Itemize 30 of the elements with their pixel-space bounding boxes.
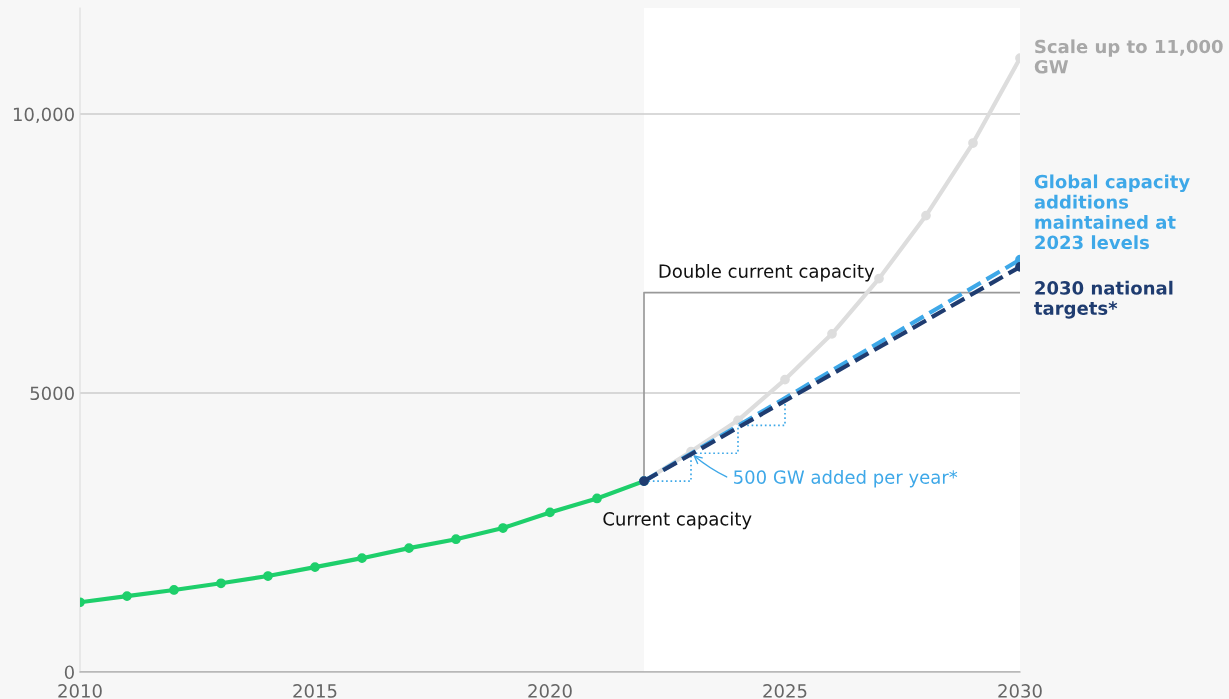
x-tick-label: 2015 bbox=[293, 684, 337, 698]
y-tick-label: 5000 bbox=[30, 386, 74, 401]
point bbox=[592, 493, 602, 504]
annotation: Double current capacity bbox=[659, 263, 875, 282]
point bbox=[122, 591, 132, 601]
point bbox=[216, 578, 226, 589]
x-tick-label: 2030 bbox=[998, 684, 1042, 698]
annotation: 500 GW added per year* bbox=[734, 469, 958, 488]
y-tick-label: 10,000 bbox=[13, 107, 74, 123]
series-label: 2030 national targets* bbox=[1034, 280, 1173, 319]
point bbox=[921, 210, 931, 221]
point bbox=[357, 553, 367, 564]
series-label: Global capacity additions maintained at 2023 levels bbox=[1034, 174, 1190, 250]
x-tick-label: 2010 bbox=[58, 684, 102, 698]
point bbox=[451, 534, 461, 545]
point bbox=[169, 585, 179, 595]
point bbox=[310, 562, 320, 572]
point bbox=[263, 571, 273, 581]
point bbox=[968, 138, 978, 148]
y-tick-label: 0 bbox=[64, 665, 74, 680]
point bbox=[404, 543, 414, 553]
point bbox=[545, 507, 555, 518]
point bbox=[874, 273, 884, 284]
annotation: Current capacity bbox=[603, 511, 752, 530]
series-label: Scale up to 11,000 GW bbox=[1034, 39, 1223, 74]
point bbox=[827, 329, 837, 339]
x-tick-label: 2020 bbox=[528, 684, 572, 698]
point bbox=[780, 374, 790, 385]
x-tick-label: 2025 bbox=[763, 684, 807, 698]
point bbox=[498, 523, 508, 533]
